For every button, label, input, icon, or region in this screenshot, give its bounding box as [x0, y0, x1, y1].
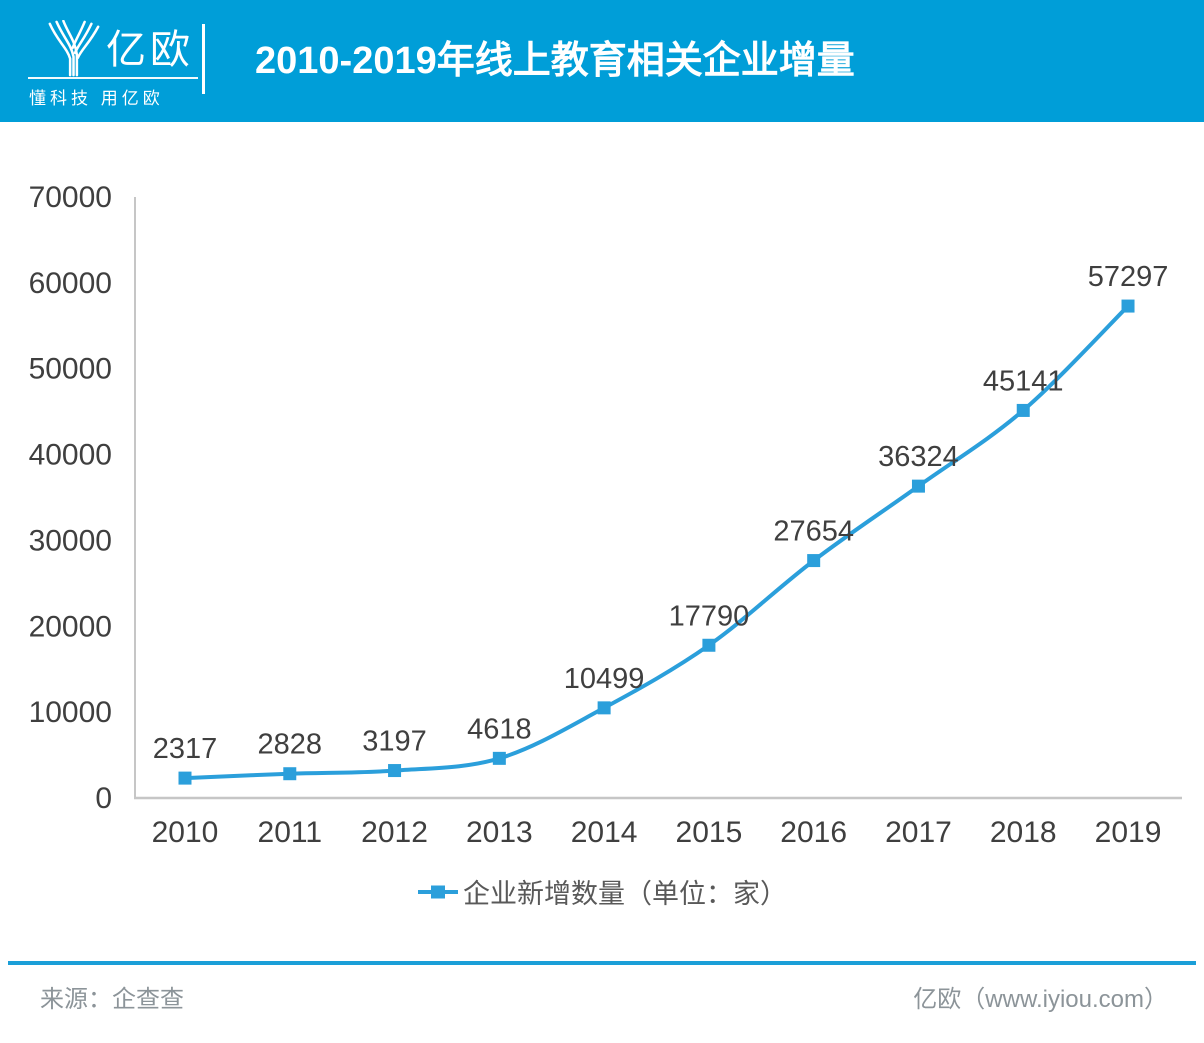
- data-point-marker: [178, 771, 192, 785]
- footer-rule: [8, 961, 1196, 965]
- x-tick-label: 2017: [885, 816, 952, 849]
- data-point-label: 36324: [878, 441, 959, 473]
- series-line: [183, 304, 1130, 781]
- data-point-label: 27654: [773, 516, 854, 548]
- data-point-marker: [388, 764, 402, 778]
- x-tick-label: 2010: [152, 816, 219, 849]
- x-tick-label: 2013: [466, 816, 533, 849]
- logo-tagline: 懂科技 用亿欧: [29, 89, 164, 108]
- data-point-label: 2828: [258, 729, 323, 761]
- legend-label: 企业新增数量（单位：家）: [463, 879, 787, 909]
- source-text: 来源：企查查: [40, 986, 184, 1013]
- data-point-marker: [597, 701, 611, 715]
- brand-text: 亿欧（www.iyiou.com）: [913, 986, 1168, 1013]
- x-tick-label: 2016: [780, 816, 847, 849]
- x-tick-label: 2015: [676, 816, 743, 849]
- x-tick-label: 2011: [258, 816, 323, 849]
- header: 亿欧 懂科技 用亿欧 2010-2019年线上教育相关企业增量: [0, 0, 1204, 122]
- data-point-marker: [1016, 403, 1030, 417]
- page-title: 2010-2019年线上教育相关企业增量: [255, 40, 855, 82]
- x-tick-label: 2012: [361, 816, 428, 849]
- header-divider: [202, 24, 205, 94]
- data-point-marker: [702, 638, 716, 652]
- data-point-label: 4618: [467, 713, 532, 745]
- y-tick-label: 20000: [29, 610, 112, 643]
- x-tick-label: 2018: [990, 816, 1057, 849]
- x-tick-label: 2019: [1095, 816, 1162, 849]
- y-tick-label: 50000: [29, 353, 112, 386]
- x-tick-label: 2014: [571, 816, 638, 849]
- data-point-label: 17790: [669, 600, 750, 632]
- y-tick-label: 10000: [29, 696, 112, 729]
- y-tick-label: 0: [95, 782, 112, 815]
- legend-line-marker-icon: [418, 885, 458, 898]
- eo-logo-icon: [48, 20, 100, 77]
- data-point-label: 10499: [564, 663, 645, 695]
- data-point-label: 2317: [153, 733, 218, 765]
- logo-text: 亿欧: [106, 28, 194, 72]
- data-point-marker: [283, 767, 297, 781]
- logo: 亿欧 懂科技 用亿欧: [28, 0, 203, 122]
- chart-legend: 企业新增数量（单位：家）: [0, 872, 1204, 911]
- data-point-marker: [807, 554, 821, 568]
- y-tick-label: 40000: [29, 439, 112, 472]
- data-point-label: 57297: [1088, 261, 1169, 293]
- data-point-label: 45141: [983, 365, 1064, 397]
- y-tick-label: 60000: [29, 267, 112, 300]
- logo-rule: [28, 77, 198, 79]
- data-point-marker: [911, 479, 925, 493]
- data-point-marker: [492, 751, 506, 765]
- data-point-label: 3197: [362, 726, 427, 758]
- y-tick-label: 30000: [29, 524, 112, 557]
- y-tick-label: 70000: [29, 181, 112, 214]
- line-chart: 0 10000 20000 30000 40000 50000 60000 70000 2010…: [29, 181, 1182, 849]
- data-point-marker: [1121, 299, 1135, 313]
